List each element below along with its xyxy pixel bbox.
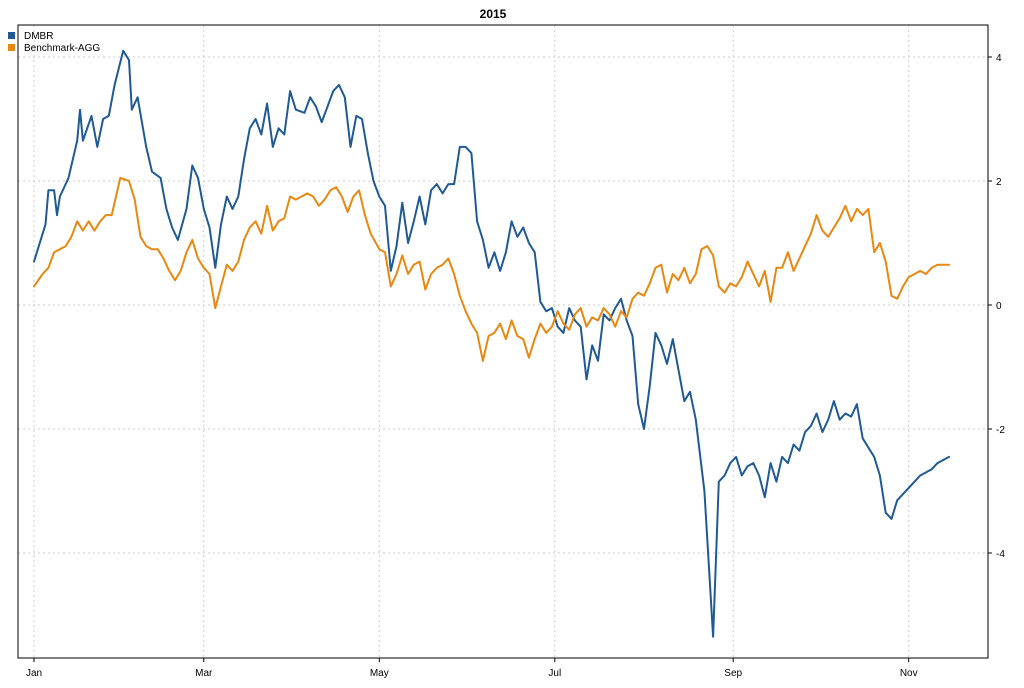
legend: DMBR Benchmark-AGG	[8, 31, 100, 54]
y-axis: 4 2 0 -2 -4	[988, 53, 1005, 560]
series-layer	[33, 49, 950, 638]
y-tick-label: 0	[996, 301, 1002, 312]
x-tick-label: Sep	[724, 668, 742, 679]
y-tick-label: -4	[996, 549, 1005, 560]
series-line-dmbr	[33, 49, 950, 638]
plot-frame	[17, 24, 989, 659]
y-tick-label: 4	[996, 53, 1002, 64]
y-tick-label: 2	[996, 177, 1002, 188]
x-tick-label: Jan	[26, 668, 42, 679]
x-axis: Jan Mar May Jul Sep Nov	[26, 658, 918, 679]
x-tick-label: Jul	[548, 668, 561, 679]
legend-swatch-benchmark-agg	[8, 44, 15, 51]
legend-label-dmbr: DMBR	[24, 31, 53, 42]
chart-title: 2015	[480, 7, 507, 21]
legend-label-benchmark-agg: Benchmark-AGG	[24, 43, 100, 54]
x-tick-label: May	[370, 668, 389, 679]
y-tick-label: -2	[996, 425, 1005, 436]
grid-layer	[18, 25, 988, 658]
x-tick-label: Nov	[900, 668, 918, 679]
x-tick-label: Mar	[195, 668, 213, 679]
series-line-benchmark-agg	[33, 176, 950, 362]
legend-swatch-dmbr	[8, 32, 15, 39]
